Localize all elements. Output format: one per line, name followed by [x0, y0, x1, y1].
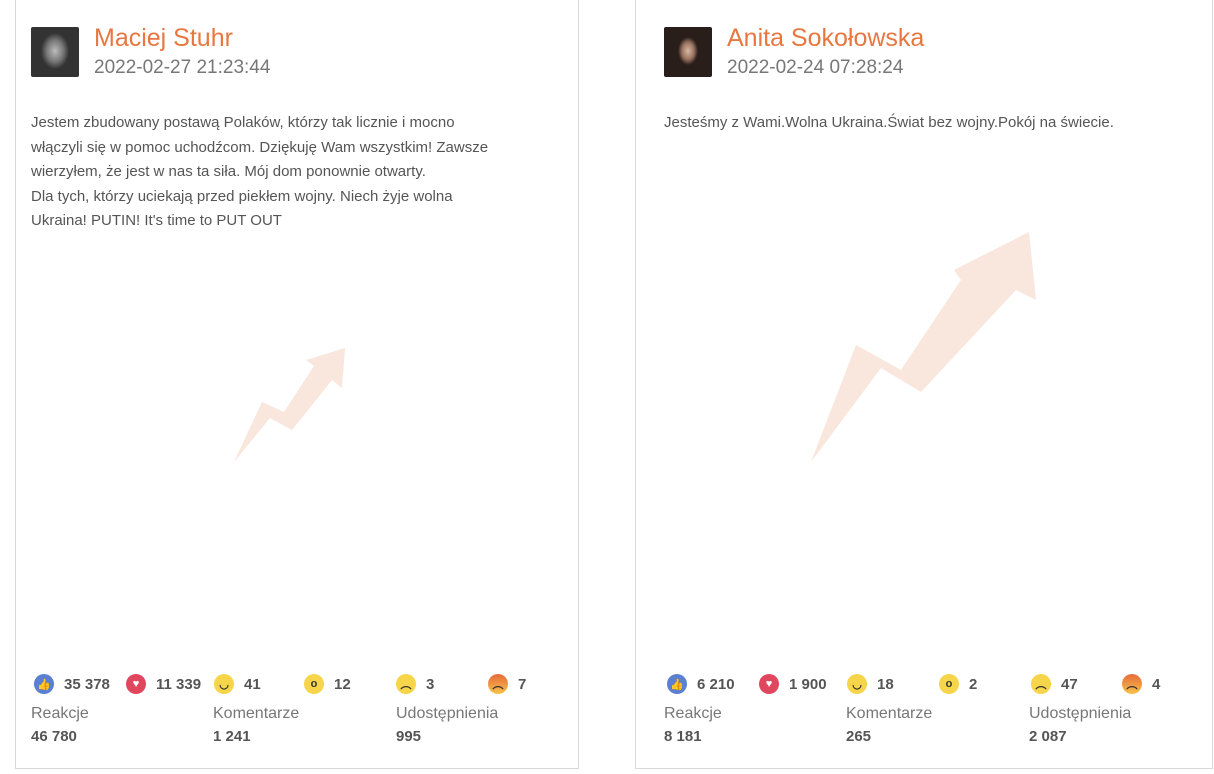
stat-label: Komentarze: [213, 705, 300, 722]
post-text: Jestem zbudowany postawą Polaków, którzy…: [31, 114, 489, 229]
post-text: Jesteśmy z Wami.Wolna Ukraina.Świat bez …: [664, 114, 1114, 131]
sad-count: 47: [1061, 675, 1078, 693]
stat-value: 265: [846, 728, 872, 745]
wow-count: 12: [334, 675, 351, 693]
stat-label: Reakcje: [31, 705, 89, 722]
angry-icon: ︵: [1122, 674, 1142, 694]
avatar[interactable]: [31, 27, 79, 77]
post-card: Anita Sokołowska 2022-02-24 07:28:24 Jes…: [635, 0, 1213, 769]
stat-label: Reakcje: [664, 705, 722, 722]
avatar[interactable]: [664, 27, 712, 77]
stat-comments: Komentarze 265: [846, 705, 932, 745]
reaction-angry: ︵ 7: [488, 674, 526, 694]
reaction-haha: ◡ 18: [847, 674, 894, 694]
reaction-wow: o 12: [304, 674, 351, 694]
post-date: 2022-02-24 07:28:24: [727, 57, 904, 78]
like-icon: 👍: [34, 674, 54, 694]
post-date: 2022-02-27 21:23:44: [94, 57, 271, 78]
like-count: 6 210: [697, 675, 735, 693]
stat-reactions: Reakcje 8 181: [664, 705, 722, 745]
stat-label: Udostępnienia: [1029, 705, 1132, 722]
reaction-love: ♥ 11 339: [126, 674, 201, 694]
sad-icon: ︵: [396, 674, 416, 694]
stat-shares: Udostępnienia 995: [396, 705, 498, 745]
heart-icon: ♥: [126, 674, 146, 694]
author-name[interactable]: Maciej Stuhr: [94, 24, 233, 52]
author-name[interactable]: Anita Sokołowska: [727, 24, 925, 52]
sad-icon: ︵: [1031, 674, 1051, 694]
reaction-love: ♥ 1 900: [759, 674, 827, 694]
reaction-sad: ︵ 3: [396, 674, 434, 694]
sad-count: 3: [426, 675, 435, 693]
stat-shares: Udostępnienia 2 087: [1029, 705, 1131, 745]
reaction-like: 👍 35 378: [34, 674, 110, 694]
reaction-haha: ◡ 41: [214, 674, 261, 694]
trend-arrow-icon: [811, 232, 1036, 462]
stat-reactions: Reakcje 46 780: [31, 705, 89, 745]
post-card: Maciej Stuhr 2022-02-27 21:23:44 Jestem …: [15, 0, 579, 769]
like-icon: 👍: [667, 674, 687, 694]
angry-count: 4: [1152, 675, 1161, 693]
stat-value: 1 241: [213, 728, 251, 745]
wow-icon: o: [939, 674, 959, 694]
haha-icon: ◡: [847, 674, 867, 694]
reaction-angry: ︵ 4: [1122, 674, 1160, 694]
wow-count: 2: [969, 675, 978, 693]
angry-icon: ︵: [488, 674, 508, 694]
stat-label: Udostępnienia: [396, 705, 499, 722]
love-count: 11 339: [156, 675, 202, 693]
stat-value: 46 780: [31, 728, 77, 745]
haha-icon: ◡: [214, 674, 234, 694]
heart-icon: ♥: [759, 674, 779, 694]
haha-count: 18: [877, 675, 894, 693]
stat-comments: Komentarze 1 241: [213, 705, 299, 745]
stat-value: 995: [396, 728, 422, 745]
stat-label: Komentarze: [846, 705, 933, 722]
haha-count: 41: [244, 675, 261, 693]
like-count: 35 378: [64, 675, 110, 693]
angry-count: 7: [518, 675, 527, 693]
reaction-like: 👍 6 210: [667, 674, 735, 694]
wow-icon: o: [304, 674, 324, 694]
trend-arrow-icon: [234, 348, 345, 462]
stat-value: 8 181: [664, 728, 702, 745]
stat-value: 2 087: [1029, 728, 1067, 745]
love-count: 1 900: [789, 675, 827, 693]
reaction-sad: ︵ 47: [1031, 674, 1078, 694]
